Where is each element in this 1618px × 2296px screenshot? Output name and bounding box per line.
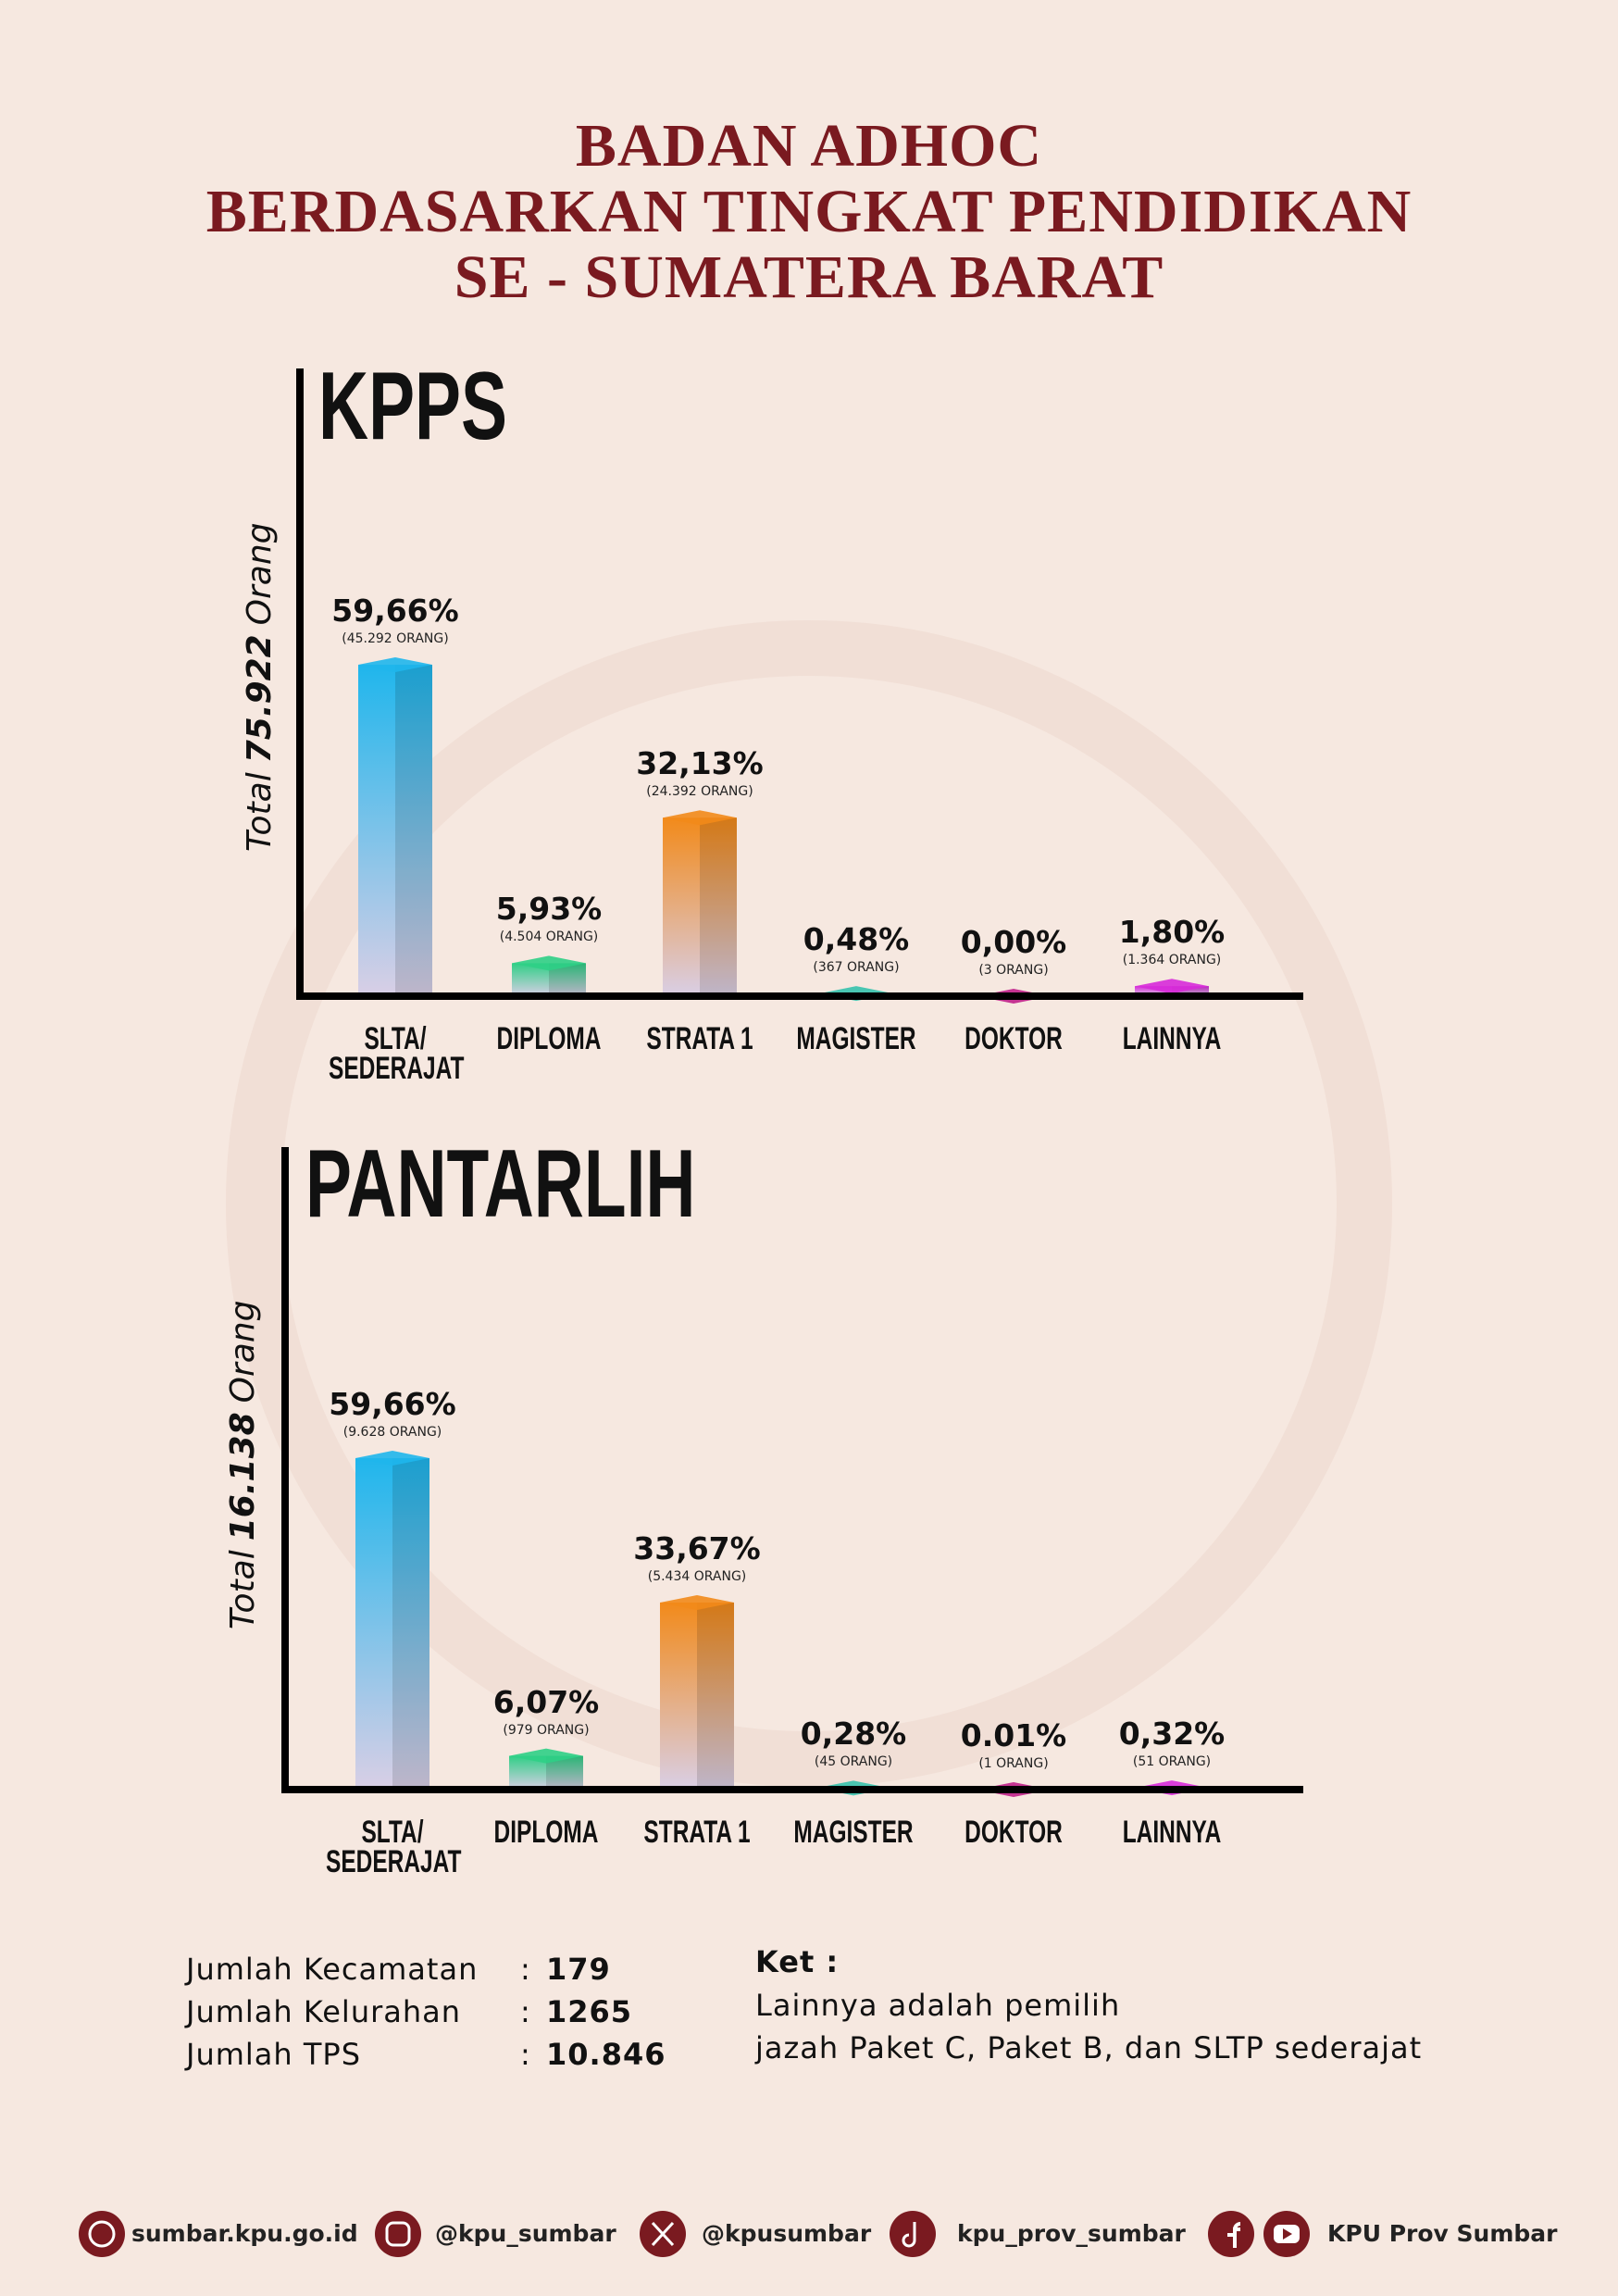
bar (355, 1458, 429, 1790)
value-label: 0,48% (803, 921, 910, 958)
value-label: 6,07% (492, 1683, 600, 1720)
bar-top (358, 657, 432, 673)
count-label: (51 ORANG) (1132, 1754, 1212, 1770)
x-tick-label: SLTA/ SEDERAJAT (326, 1815, 462, 1879)
web-icon-glyph (88, 2220, 116, 2248)
bar (660, 1602, 734, 1790)
y-axis-label-part: 75.922 (241, 634, 279, 764)
count-label: (1.364 ORANG) (1122, 953, 1222, 968)
x-tick-label: LAINNYA (1122, 1021, 1222, 1056)
tiktok-icon (890, 2211, 936, 2257)
title-line: BADAN ADHOC (575, 112, 1043, 180)
count-label: (1 ORANG) (978, 1755, 1049, 1771)
web-icon (79, 2211, 125, 2257)
stat-separator: : (520, 1994, 531, 2029)
chart-heading: KPPS (318, 353, 507, 460)
bar (358, 665, 432, 996)
count-label: (45 ORANG) (814, 1754, 893, 1770)
x-tick-label: MAGISTER (796, 1021, 916, 1056)
instagram-icon (375, 2211, 421, 2257)
tiktok-glyph (902, 2222, 916, 2248)
footer-link: sumbar.kpu.go.id (131, 2220, 358, 2247)
stat-label: Jumlah TPS (186, 2037, 361, 2072)
bar (663, 817, 737, 996)
value-label: 0,32% (1118, 1716, 1226, 1753)
stat-separator: : (520, 2037, 531, 2072)
stat-value: 10.846 (546, 2037, 666, 2072)
y-axis-label: Total 75.922 Orang (241, 522, 279, 852)
facebook-glyph (1227, 2222, 1241, 2248)
y-axis-label-part: Total (224, 1550, 262, 1629)
value-label: 0.01% (960, 1716, 1067, 1753)
bar-top (663, 810, 737, 826)
instagram-glyph (385, 2221, 411, 2247)
footer-link: @kpu_sumbar (435, 2220, 616, 2247)
note-title: Ket : (755, 1944, 840, 1979)
x-tick-label: DOKTOR (965, 1815, 1063, 1850)
footer-link: @kpusumbar (702, 2220, 872, 2247)
x-glyph (651, 2221, 675, 2247)
value-label: 1,80% (1118, 914, 1226, 951)
count-label: (9.628 ORANG) (342, 1425, 442, 1441)
value-label: 59,66% (331, 593, 459, 630)
value-label: 5,93% (495, 891, 603, 928)
x-tick-label: DOKTOR (965, 1021, 1063, 1056)
bar-top (509, 1748, 583, 1764)
bar-top (355, 1451, 429, 1466)
stat-value: 1265 (546, 1994, 633, 2029)
y-axis-label-part: 16.138 (224, 1412, 262, 1541)
y-axis-label-part: Orang (224, 1300, 262, 1404)
value-label: 0,28% (800, 1716, 907, 1753)
bar-side-shade (395, 665, 432, 996)
note-line: Lainnya adalah pemilih (755, 1988, 1121, 2023)
bar-side-shade (1172, 986, 1209, 996)
footer-link: kpu_prov_sumbar (957, 2220, 1186, 2247)
x-tick-label: STRATA 1 (643, 1815, 751, 1850)
bar-top (660, 1594, 734, 1610)
x-tick-label: DIPLOMA (496, 1021, 602, 1056)
count-label: (367 ORANG) (813, 960, 900, 976)
count-label: (24.392 ORANG) (646, 784, 753, 800)
x-tick-label: DIPLOMA (493, 1815, 599, 1850)
watermark (226, 620, 1392, 1787)
bar-top (512, 955, 586, 971)
stat-label: Jumlah Kelurahan (186, 1994, 462, 2029)
value-label: 59,66% (329, 1386, 456, 1423)
count-label: (3 ORANG) (978, 963, 1049, 978)
value-label: 32,13% (636, 745, 764, 782)
x-tick-label: MAGISTER (793, 1815, 914, 1850)
count-label: (979 ORANG) (503, 1722, 590, 1738)
title-line: SE - SUMATERA BARAT (454, 243, 1164, 311)
stat-separator: : (520, 1952, 531, 1987)
count-label: (45.292 ORANG) (342, 631, 449, 647)
x-tick-label: LAINNYA (1122, 1815, 1222, 1850)
x-tick-label: SLTA/ SEDERAJAT (329, 1021, 465, 1086)
stat-value: 179 (546, 1952, 611, 1987)
count-label: (4.504 ORANG) (499, 930, 599, 945)
count-label: (5.434 ORANG) (647, 1568, 747, 1584)
youtube-play (1283, 2228, 1292, 2240)
footer-icons (79, 2211, 1310, 2257)
y-axis-label: Total 16.138 Orang (224, 1300, 262, 1629)
bar-side-shade (700, 817, 737, 996)
stat-label: Jumlah Kecamatan (186, 1952, 479, 1987)
bar-side-shade (697, 1602, 734, 1790)
bar-top (1135, 979, 1209, 994)
y-axis-label-part: Total (241, 772, 279, 852)
note-line: jazah Paket C, Paket B, dan SLTP sederaj… (755, 2030, 1423, 2065)
footer-link: KPU Prov Sumbar (1327, 2220, 1558, 2247)
y-axis-label-part: Orang (241, 522, 279, 626)
value-label: 33,67% (633, 1529, 761, 1566)
title-line: BERDASARKAN TINGKAT PENDIDIKAN (205, 178, 1413, 245)
x-tick-label: STRATA 1 (646, 1021, 753, 1056)
value-label: 0,00% (960, 924, 1067, 960)
bar-side-shade (392, 1458, 429, 1790)
chart-heading: PANTARLIH (305, 1130, 696, 1238)
